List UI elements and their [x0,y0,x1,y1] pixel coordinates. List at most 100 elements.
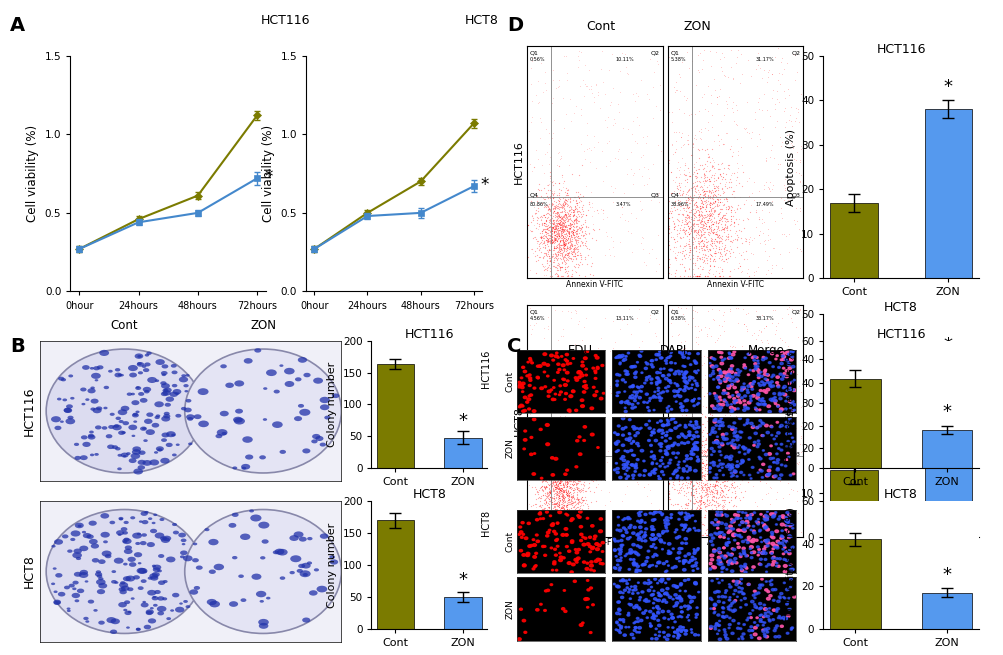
Point [677,451,693,462]
Point [523,501,539,512]
Point [553,234,569,245]
Point [563,204,579,215]
Point [743,346,759,357]
Point [572,81,588,91]
Point [726,488,742,498]
Circle shape [565,371,569,374]
Point [773,515,789,526]
Circle shape [787,552,790,555]
Point [689,443,705,454]
Point [698,450,714,460]
Point [714,476,730,487]
Point [584,88,600,98]
Point [748,500,764,511]
Point [693,210,709,221]
Point [715,472,731,483]
Point [760,207,776,217]
Circle shape [660,357,662,359]
Point [542,195,558,205]
Circle shape [613,549,616,551]
Point [690,208,706,219]
Point [695,520,711,531]
Circle shape [679,352,681,354]
Point [554,262,570,272]
Point [737,320,753,331]
Circle shape [648,400,650,402]
Point [552,460,568,470]
Point [683,225,699,235]
Point [788,67,804,77]
Point [773,229,789,240]
Circle shape [556,546,559,547]
Circle shape [655,565,657,567]
Point [583,198,599,208]
Circle shape [678,373,680,375]
Ellipse shape [183,555,193,561]
Point [563,461,579,472]
Ellipse shape [143,419,152,424]
Point [682,523,698,534]
Circle shape [650,456,652,458]
Point [704,451,720,462]
Point [564,271,580,281]
Circle shape [680,548,682,550]
Point [546,257,562,267]
Circle shape [765,515,768,518]
Ellipse shape [143,390,149,394]
Point [536,210,552,220]
Point [693,202,709,213]
Point [554,491,570,502]
Point [715,500,731,511]
Point [691,504,707,514]
Point [679,472,695,482]
Circle shape [744,567,747,569]
Circle shape [786,441,788,442]
Point [548,233,564,244]
Point [542,167,558,178]
Point [569,241,585,252]
Point [731,444,747,455]
Circle shape [658,443,661,445]
Point [598,160,614,171]
Point [710,476,726,487]
Point [539,258,555,269]
Point [559,268,575,278]
Point [545,479,561,490]
Point [724,529,740,540]
Point [705,491,721,501]
Point [668,403,684,413]
Point [555,468,571,479]
Point [700,214,716,224]
Point [578,456,594,466]
Point [531,239,547,250]
Point [787,423,803,434]
Point [734,304,750,314]
Point [553,206,569,217]
Circle shape [579,540,582,542]
Point [635,481,651,492]
Point [625,179,641,190]
Circle shape [683,377,685,378]
Circle shape [586,543,590,546]
Point [559,500,575,511]
Point [787,346,803,356]
Point [551,414,567,424]
Point [677,212,693,222]
Circle shape [754,521,756,522]
Point [698,446,714,457]
Point [684,264,700,274]
Point [542,492,558,502]
Circle shape [756,360,758,362]
Point [549,203,565,214]
Point [556,226,572,236]
Point [598,122,614,132]
Point [546,477,562,487]
Point [758,362,774,372]
Point [696,465,712,476]
Point [549,453,565,464]
Point [660,494,676,504]
Point [547,484,563,495]
Point [557,198,573,208]
Ellipse shape [66,404,73,409]
Circle shape [677,557,679,558]
